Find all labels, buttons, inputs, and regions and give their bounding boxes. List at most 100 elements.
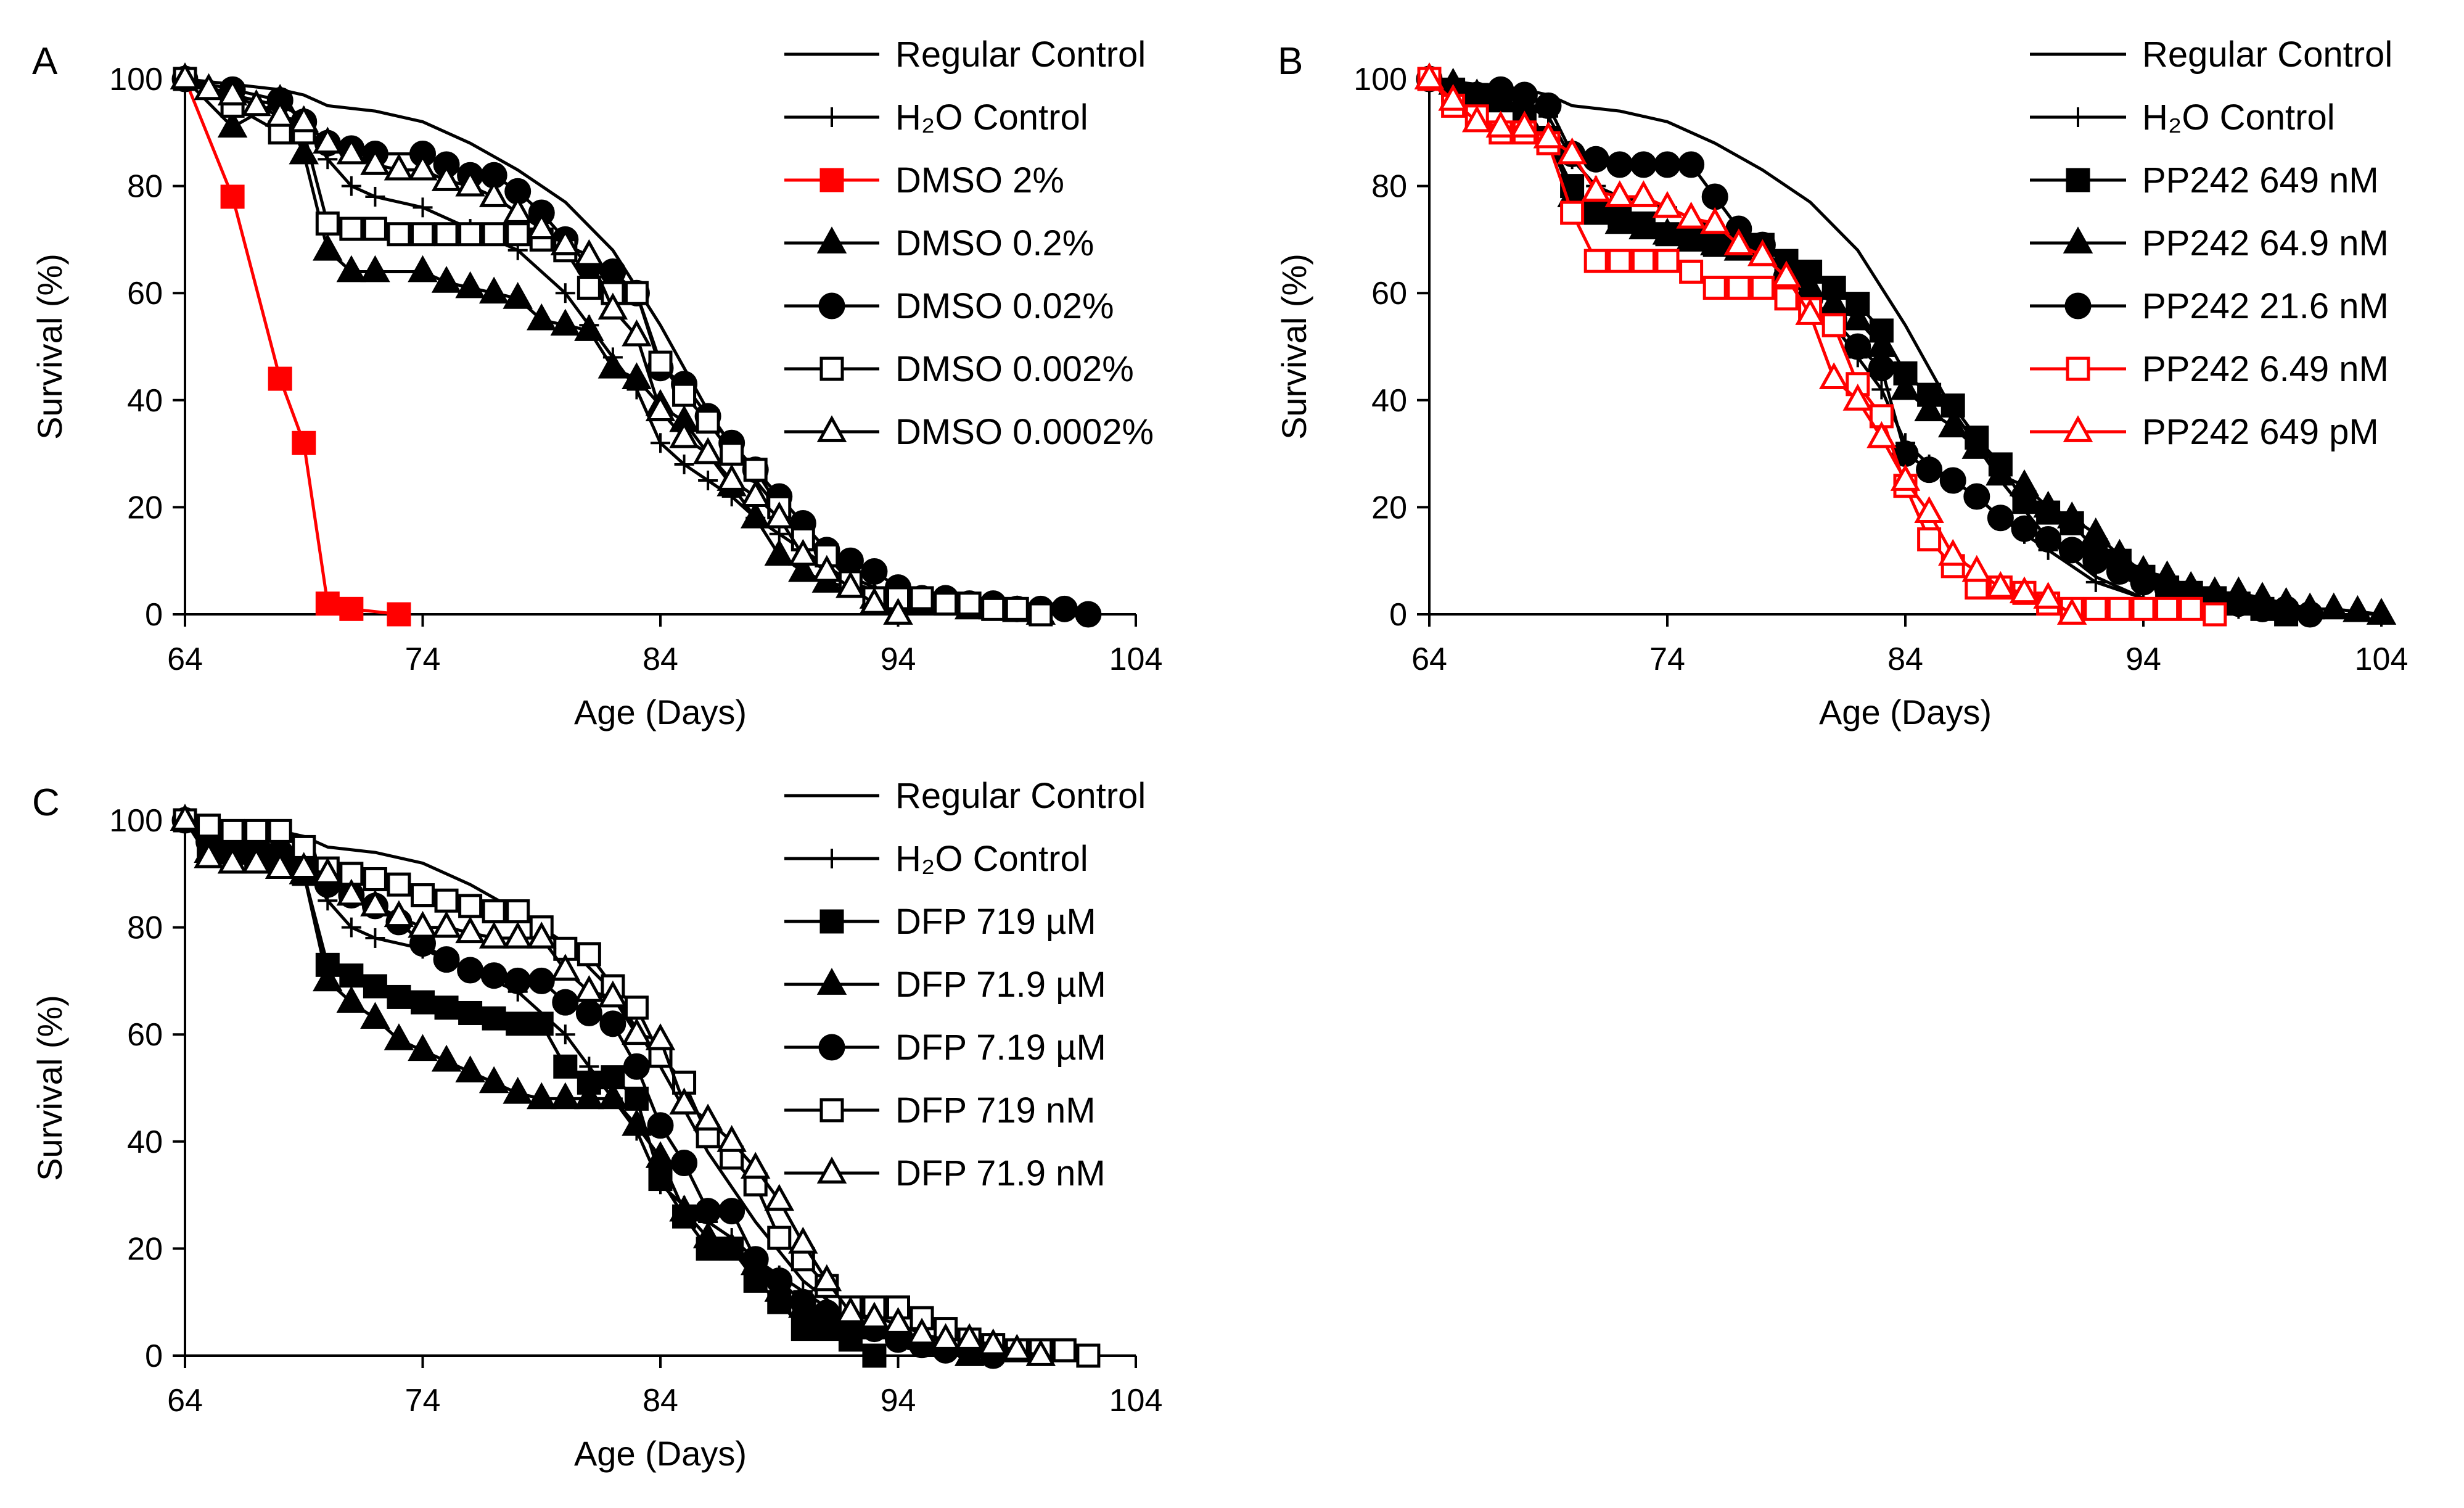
data-point [528, 967, 555, 994]
data-point [740, 501, 771, 529]
data-point [2318, 592, 2349, 620]
data-point [1485, 110, 1516, 138]
data-point [408, 255, 438, 282]
x-tick-label: 104 [1109, 641, 1163, 677]
data-point [692, 437, 723, 464]
data-point [1676, 223, 1706, 250]
legend-item: PP242 649 pM [2030, 412, 2379, 452]
data-point [313, 234, 343, 261]
x-tick-label: 74 [405, 1383, 441, 1419]
data-point [1025, 1339, 1056, 1366]
series-7 [170, 62, 913, 625]
legend-marker [816, 1156, 847, 1184]
data-point [170, 804, 200, 831]
data-point [241, 89, 271, 117]
data-point [1511, 81, 1538, 109]
legend-label: DFP 719 nM [895, 1090, 1096, 1131]
legend-marker [2063, 415, 2093, 442]
data-point [387, 602, 411, 627]
data-point [555, 1024, 575, 1045]
series-4 [170, 62, 1056, 625]
data-point [434, 995, 459, 1020]
data-point [434, 222, 459, 247]
data-point [1917, 527, 1942, 551]
data-point [862, 1343, 887, 1368]
data-point [981, 596, 1006, 621]
x-axis-title: Age (Days) [574, 693, 747, 731]
legend-marker [819, 909, 844, 934]
data-point [197, 814, 221, 838]
data-point [978, 1328, 1008, 1356]
legend-label: DMSO 0.002% [895, 349, 1134, 389]
data-point [1723, 228, 1754, 255]
data-point [2058, 537, 2085, 564]
data-point [1654, 151, 1681, 178]
data-point [1052, 1338, 1077, 1362]
data-point [341, 917, 361, 937]
data-point [550, 954, 581, 981]
data-point [455, 271, 485, 299]
legend-item: Regular Control [784, 35, 1146, 75]
data-point [550, 308, 581, 336]
data-point [906, 1317, 937, 1345]
data-point [1727, 276, 1751, 300]
data-point [764, 1184, 794, 1211]
data-point [2080, 517, 2111, 545]
data-point [2084, 596, 2108, 621]
data-point [1676, 201, 1706, 229]
data-point [910, 586, 934, 611]
data-point [478, 180, 509, 207]
data-point [220, 818, 245, 843]
data-point [672, 382, 697, 407]
data-point [265, 100, 295, 127]
data-point [1986, 571, 2016, 598]
y-tick-label: 0 [145, 597, 163, 633]
legend-item: DFP 71.9 µM [784, 965, 1106, 1005]
y-tick-label: 20 [1371, 490, 1407, 525]
x-tick-label: 94 [2125, 641, 2161, 677]
data-point [1914, 496, 1944, 523]
data-point [1986, 458, 2016, 486]
data-point [1818, 362, 1849, 389]
y-tick-label: 60 [1371, 276, 1407, 311]
data-point [694, 1198, 721, 1225]
data-point [289, 105, 319, 133]
data-point [506, 222, 530, 247]
data-point [431, 266, 462, 293]
data-point [2249, 595, 2276, 622]
data-point [669, 421, 699, 448]
data-point [431, 1044, 462, 1072]
data-point [598, 292, 628, 320]
data-point [623, 1053, 650, 1080]
data-point [2366, 598, 2397, 625]
data-point [431, 164, 462, 191]
data-point [384, 153, 414, 181]
data-point [457, 957, 484, 984]
data-point [574, 239, 604, 266]
panel-label: B [1278, 40, 1303, 83]
y-axis-title: Survival (%) [1275, 253, 1313, 440]
x-tick-label: 94 [881, 641, 916, 677]
data-point [478, 276, 509, 304]
data-point [740, 480, 771, 507]
data-point [1795, 298, 1825, 325]
data-point [480, 962, 507, 989]
data-point [458, 1000, 483, 1025]
data-point [336, 255, 367, 282]
data-point [837, 547, 864, 574]
data-point [645, 1023, 676, 1050]
data-point [2154, 574, 2181, 601]
data-point [1702, 276, 1727, 300]
legend-item: DMSO 0.02% [784, 286, 1114, 326]
data-point [836, 1296, 866, 1324]
legend-item: H₂O Control [784, 839, 1088, 879]
data-point [1916, 456, 1943, 484]
legend-marker [818, 292, 845, 319]
data-point [1890, 464, 1921, 491]
y-tick-label: 40 [1371, 383, 1407, 419]
data-point [645, 394, 676, 422]
data-point [194, 841, 224, 868]
legend-label: Regular Control [895, 776, 1146, 816]
data-point [458, 894, 483, 918]
legend-marker [2068, 107, 2088, 127]
